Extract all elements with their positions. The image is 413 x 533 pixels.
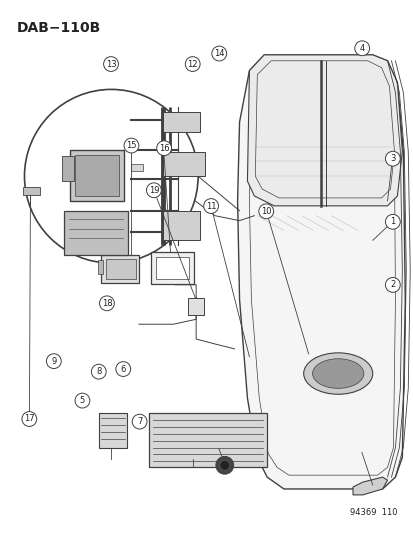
Circle shape (219, 461, 229, 470)
Text: 4: 4 (359, 44, 364, 53)
Ellipse shape (312, 359, 363, 389)
Polygon shape (162, 112, 199, 132)
Circle shape (157, 141, 171, 156)
Circle shape (185, 56, 199, 71)
Text: 8: 8 (96, 367, 101, 376)
FancyBboxPatch shape (64, 211, 128, 255)
Bar (106, 259, 135, 279)
Bar (101, 255, 139, 283)
Bar (148, 413, 266, 467)
Polygon shape (162, 151, 204, 176)
Text: 17: 17 (24, 415, 35, 424)
Text: 2: 2 (389, 280, 394, 289)
Circle shape (103, 56, 118, 71)
Text: 19: 19 (148, 186, 159, 195)
FancyBboxPatch shape (70, 150, 124, 201)
Circle shape (91, 364, 106, 379)
Text: 1: 1 (389, 217, 394, 227)
Circle shape (75, 393, 90, 408)
Text: 10: 10 (260, 207, 271, 216)
Bar (98, 260, 103, 274)
Circle shape (211, 46, 226, 61)
Circle shape (46, 354, 61, 368)
Bar (99, 413, 127, 448)
Bar (131, 164, 142, 171)
Circle shape (203, 199, 218, 213)
Bar (75, 155, 119, 196)
Text: 5: 5 (80, 396, 85, 405)
Text: 7: 7 (137, 417, 142, 426)
Polygon shape (247, 55, 401, 206)
Text: 16: 16 (159, 144, 169, 152)
Circle shape (354, 41, 369, 55)
Text: 15: 15 (126, 141, 136, 150)
Circle shape (99, 296, 114, 311)
Text: 3: 3 (389, 154, 394, 163)
Circle shape (258, 204, 273, 219)
Text: 11: 11 (205, 201, 216, 211)
Circle shape (146, 183, 161, 198)
Circle shape (24, 90, 198, 263)
Bar (188, 297, 204, 316)
Text: 94369  110: 94369 110 (349, 507, 396, 516)
Circle shape (132, 414, 147, 429)
Bar (22, 187, 40, 195)
Bar (62, 157, 74, 181)
Circle shape (124, 138, 138, 153)
Text: 13: 13 (105, 60, 116, 69)
Bar (150, 252, 194, 284)
Circle shape (22, 411, 37, 426)
Polygon shape (352, 477, 387, 495)
Text: 14: 14 (214, 49, 224, 58)
Circle shape (215, 456, 233, 474)
Text: 12: 12 (187, 60, 197, 69)
Text: 9: 9 (51, 357, 56, 366)
Bar (155, 257, 189, 279)
Polygon shape (162, 211, 199, 240)
Text: DAB−110B: DAB−110B (17, 21, 101, 35)
Circle shape (385, 278, 399, 292)
Polygon shape (237, 55, 404, 489)
Ellipse shape (303, 353, 372, 394)
Circle shape (116, 362, 131, 376)
Circle shape (385, 214, 399, 229)
Text: 6: 6 (120, 365, 126, 374)
Text: 18: 18 (101, 299, 112, 308)
Circle shape (385, 151, 399, 166)
